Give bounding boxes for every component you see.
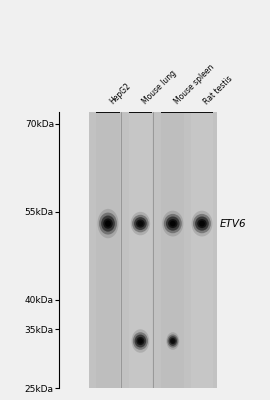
FancyBboxPatch shape — [129, 108, 152, 113]
Ellipse shape — [136, 337, 144, 345]
Ellipse shape — [171, 339, 175, 343]
FancyBboxPatch shape — [96, 112, 120, 388]
Ellipse shape — [164, 214, 182, 233]
FancyBboxPatch shape — [191, 112, 213, 388]
Ellipse shape — [138, 338, 143, 344]
Ellipse shape — [191, 211, 212, 236]
Ellipse shape — [170, 338, 176, 344]
Ellipse shape — [162, 211, 183, 236]
Ellipse shape — [134, 217, 147, 230]
Ellipse shape — [166, 216, 180, 231]
Ellipse shape — [170, 221, 176, 226]
FancyBboxPatch shape — [89, 112, 217, 388]
Text: Rat testis: Rat testis — [202, 74, 234, 106]
Ellipse shape — [195, 216, 209, 231]
Text: ETV6: ETV6 — [220, 218, 247, 228]
Ellipse shape — [131, 212, 150, 235]
Ellipse shape — [101, 216, 115, 232]
Ellipse shape — [99, 212, 117, 234]
Ellipse shape — [168, 219, 178, 228]
Ellipse shape — [193, 214, 211, 233]
FancyBboxPatch shape — [129, 112, 152, 388]
Ellipse shape — [167, 334, 178, 348]
Ellipse shape — [131, 329, 149, 353]
Ellipse shape — [166, 332, 179, 350]
Text: Mouse spleen: Mouse spleen — [173, 63, 216, 106]
Text: HepG2: HepG2 — [108, 82, 133, 106]
Ellipse shape — [135, 334, 146, 348]
Ellipse shape — [105, 220, 111, 227]
Ellipse shape — [132, 215, 149, 232]
FancyBboxPatch shape — [161, 108, 213, 113]
Ellipse shape — [199, 221, 205, 226]
Ellipse shape — [197, 219, 207, 228]
Ellipse shape — [133, 332, 148, 350]
Ellipse shape — [103, 218, 113, 229]
FancyBboxPatch shape — [161, 112, 184, 388]
Ellipse shape — [168, 336, 177, 346]
Ellipse shape — [136, 220, 145, 228]
Ellipse shape — [97, 209, 119, 238]
Text: Mouse lung: Mouse lung — [140, 69, 178, 106]
Ellipse shape — [138, 221, 143, 226]
FancyBboxPatch shape — [96, 108, 120, 113]
